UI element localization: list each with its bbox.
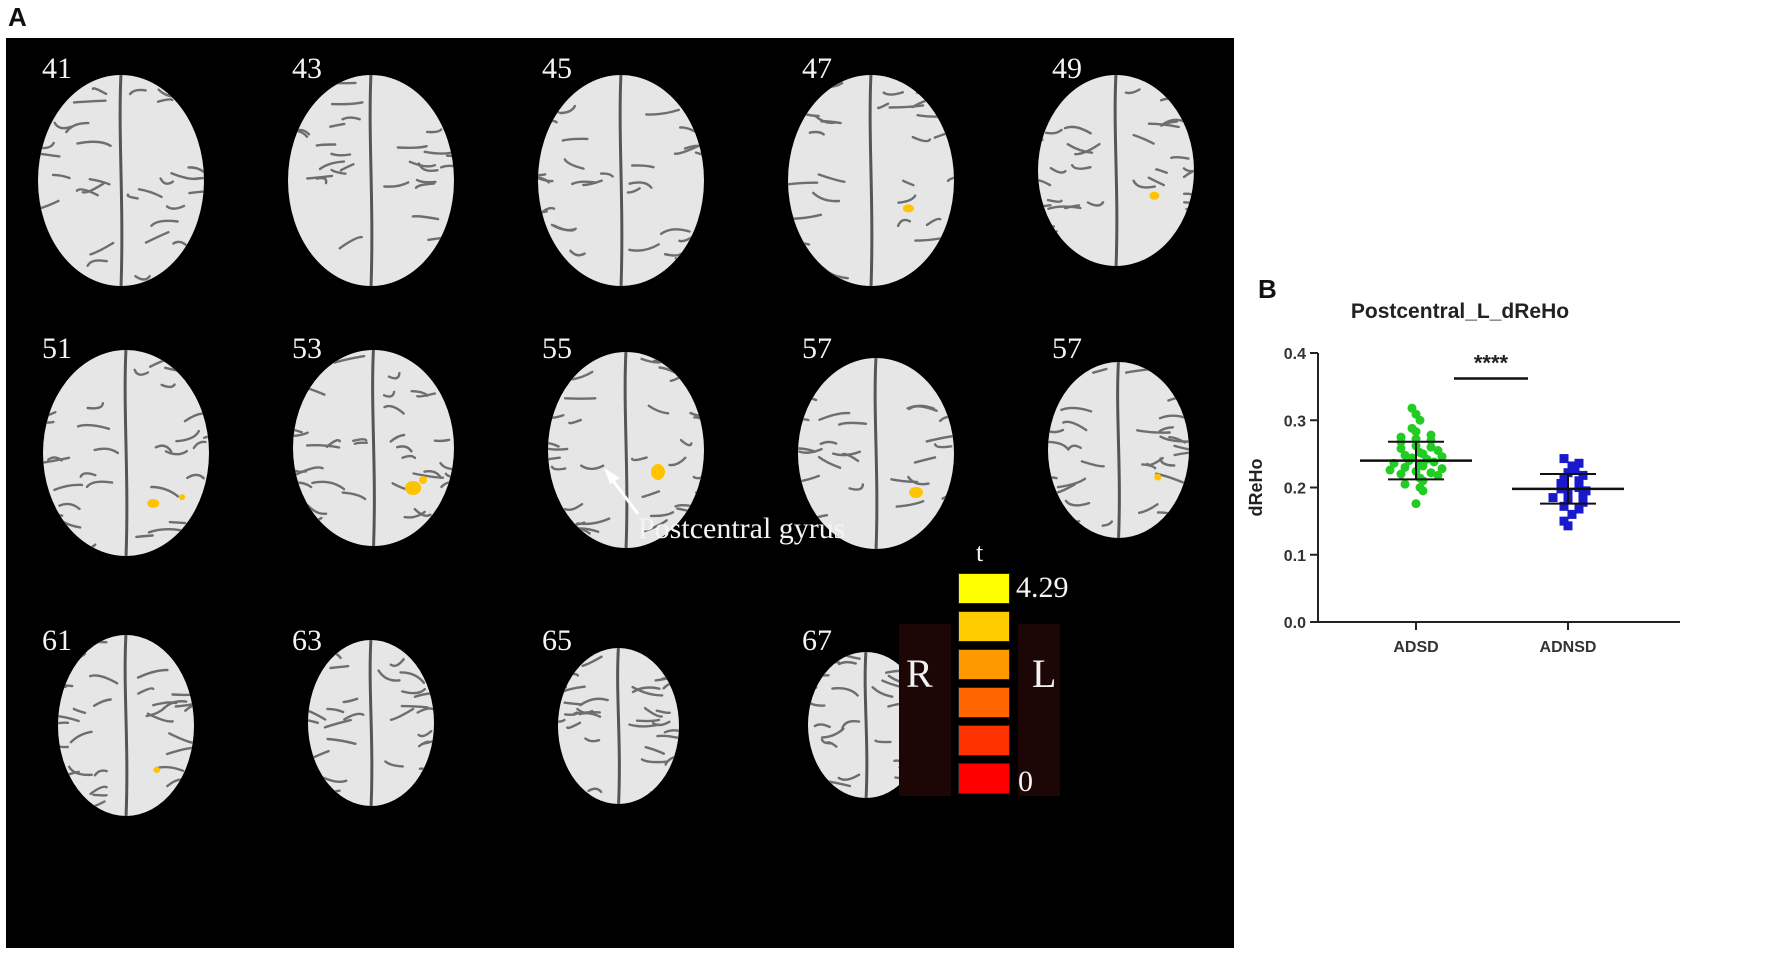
data-point — [1563, 468, 1573, 478]
data-point — [1411, 427, 1421, 437]
slice-number-14: 67 — [802, 624, 832, 657]
slice-number-10: 57 — [1052, 332, 1082, 365]
data-point — [1578, 491, 1588, 501]
slice-number-7: 53 — [292, 332, 322, 365]
brain-slice-image — [1048, 362, 1189, 538]
data-point — [1415, 415, 1425, 425]
right-side-label: R — [906, 651, 933, 696]
y-tick-label: 0.3 — [1284, 413, 1306, 430]
data-point — [1437, 464, 1447, 474]
data-point — [1559, 473, 1569, 483]
significance-stars: **** — [1474, 351, 1509, 376]
data-point — [1574, 483, 1584, 492]
slice-number-2: 43 — [292, 52, 322, 85]
data-point — [1400, 479, 1410, 489]
colorbar-title: t — [976, 538, 984, 567]
x-tick-label: ADSD — [1393, 639, 1438, 656]
brain-slices-panel: 41 43 45 47 49 51 53 55 57 57 61 63 65 67 Postcentral … — [6, 38, 1234, 948]
brain-slice-image — [38, 75, 204, 286]
data-point — [1396, 469, 1406, 479]
chart-title: Postcentral_L_dReHo — [1351, 300, 1569, 323]
brain-slice-image — [58, 635, 194, 816]
data-point — [1396, 443, 1406, 453]
brain-slice-image — [558, 648, 679, 804]
y-tick-label: 0.2 — [1284, 481, 1306, 498]
brain-slice-image — [288, 75, 454, 286]
brain-slice-image — [538, 75, 704, 286]
brain-slice-image — [308, 640, 434, 806]
colorbar-segment — [958, 611, 1010, 642]
brain-slice-image — [43, 350, 209, 556]
activation-cluster — [405, 481, 422, 495]
colorbar-segment — [958, 573, 1010, 604]
data-point — [1426, 468, 1436, 478]
data-point — [1400, 462, 1410, 472]
y-tick-label: 0.1 — [1284, 548, 1306, 565]
annotation-arrow — [604, 468, 640, 515]
brain-slice-image — [293, 350, 454, 546]
slice-number-12: 63 — [292, 624, 322, 657]
data-point — [1559, 454, 1569, 464]
data-point — [1418, 461, 1428, 471]
brain-slice-image — [798, 358, 954, 549]
data-point — [1426, 442, 1436, 452]
slice-number-4: 47 — [802, 52, 832, 85]
data-point — [1433, 470, 1443, 480]
slice-number-13: 65 — [542, 624, 572, 657]
data-point — [1548, 493, 1558, 503]
data-point — [1581, 486, 1591, 496]
colorbar-segment — [958, 649, 1010, 680]
colorbar-min-label: 0 — [1018, 765, 1033, 798]
data-point — [1418, 486, 1428, 496]
colorbar-segment — [958, 687, 1010, 718]
y-axis-label: dReHo — [1246, 458, 1266, 516]
data-point — [1429, 457, 1439, 467]
activation-cluster — [147, 498, 160, 508]
brain-slice-image — [548, 352, 704, 548]
data-point — [1574, 504, 1584, 514]
colorbar-max-label: 4.29 — [1016, 571, 1069, 604]
activation-cluster — [1154, 473, 1162, 481]
activation-cluster — [1149, 191, 1160, 200]
panel-a-label: A — [8, 2, 27, 32]
activation-cluster — [179, 494, 186, 501]
data-point — [1578, 497, 1588, 507]
slice-number-11: 61 — [42, 624, 72, 657]
data-point — [1385, 465, 1395, 475]
activation-cluster — [419, 476, 427, 484]
slice-number-5: 49 — [1052, 52, 1082, 85]
postcentral-gyrus-annotation: Postcentral gyrus — [638, 512, 846, 545]
slice-number-3: 45 — [542, 52, 572, 85]
data-point — [1578, 470, 1588, 480]
data-point — [1570, 464, 1580, 474]
right-hemisphere-marker — [899, 624, 951, 796]
data-point — [1574, 476, 1584, 486]
data-point — [1559, 516, 1569, 526]
dreho-scatter-chart: Postcentral_L_dReHo 0.0 0.1 0.2 0.3 0.4 dReHo A… — [1246, 300, 1680, 656]
slice-number-6: 51 — [42, 332, 72, 365]
activation-cluster — [909, 487, 923, 498]
colorbar-segment — [958, 725, 1010, 756]
y-tick-label: 0.4 — [1284, 346, 1306, 363]
data-point — [1563, 521, 1573, 531]
slice-number-1: 41 — [42, 52, 72, 85]
slice-number-9: 57 — [802, 332, 832, 365]
brain-slice-image — [788, 75, 954, 286]
y-tick-label: 0.0 — [1284, 615, 1306, 632]
data-point — [1574, 458, 1584, 468]
brain-slice-image — [1038, 75, 1194, 266]
slice-number-8: 55 — [542, 332, 572, 365]
left-hemisphere-marker — [1018, 624, 1060, 796]
colorbar-segment — [958, 763, 1010, 794]
data-point — [1567, 509, 1577, 519]
activation-cluster — [651, 464, 665, 480]
data-point — [1559, 501, 1569, 511]
x-tick-label: ADNSD — [1540, 639, 1597, 656]
left-side-label: L — [1032, 651, 1057, 696]
data-point — [1411, 499, 1421, 509]
data-point — [1437, 452, 1447, 462]
activation-cluster — [153, 766, 161, 773]
activation-cluster — [902, 204, 914, 213]
panel-b-label: B — [1258, 274, 1277, 304]
